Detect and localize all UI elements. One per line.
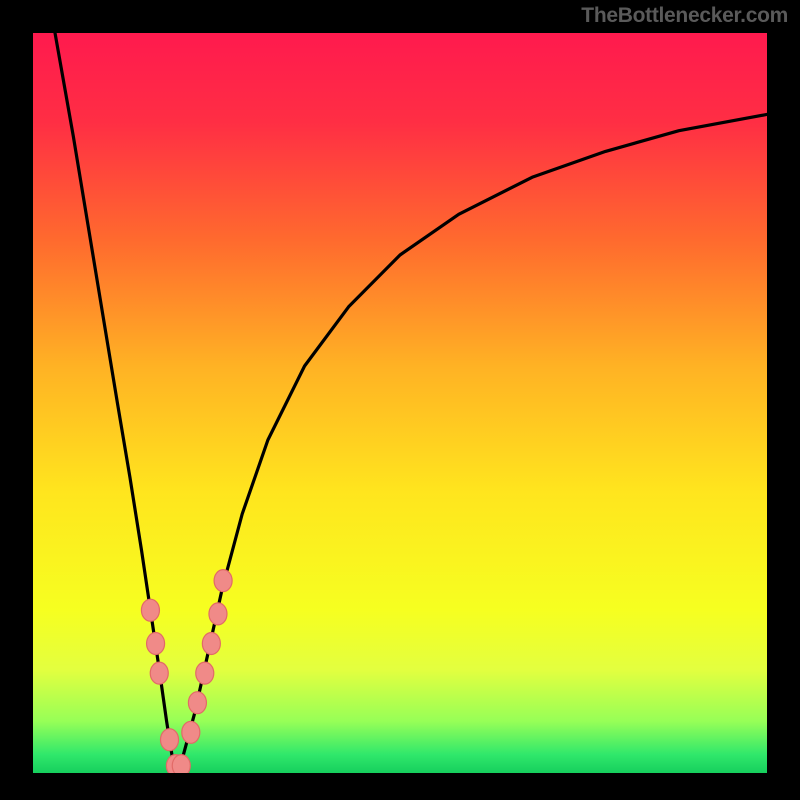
data-marker — [150, 662, 168, 684]
data-marker — [172, 755, 190, 773]
data-marker — [182, 721, 200, 743]
watermark-text: TheBottlenecker.com — [581, 4, 788, 28]
curves-svg — [33, 33, 767, 773]
curve-right-branch — [176, 114, 767, 773]
data-marker — [209, 603, 227, 625]
data-marker — [196, 662, 214, 684]
data-marker — [214, 570, 232, 592]
data-marker — [161, 729, 179, 751]
data-marker — [141, 599, 159, 621]
data-marker — [147, 633, 165, 655]
plot-area — [33, 33, 767, 773]
data-marker — [202, 633, 220, 655]
data-marker — [188, 692, 206, 714]
chart-root: TheBottlenecker.com — [0, 0, 800, 800]
